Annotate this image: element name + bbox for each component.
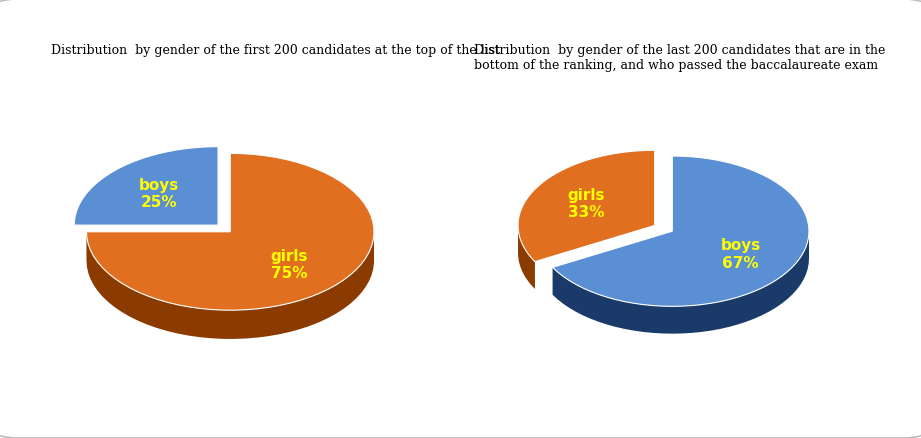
Polygon shape [87,154,374,311]
Polygon shape [518,227,535,290]
Polygon shape [87,232,374,339]
Polygon shape [518,151,655,262]
Text: girls
75%: girls 75% [271,248,308,280]
Text: boys
67%: boys 67% [720,238,761,270]
Text: girls
33%: girls 33% [567,187,605,220]
Text: Distribution  by gender of the first 200 candidates at the top of the list: Distribution by gender of the first 200 … [51,44,500,57]
Polygon shape [553,157,809,307]
Text: Distribution  by gender of the last 200 candidates that are in the
bottom of the: Distribution by gender of the last 200 c… [474,44,886,72]
Polygon shape [553,232,809,334]
Polygon shape [75,147,218,226]
Text: boys
25%: boys 25% [139,177,180,210]
